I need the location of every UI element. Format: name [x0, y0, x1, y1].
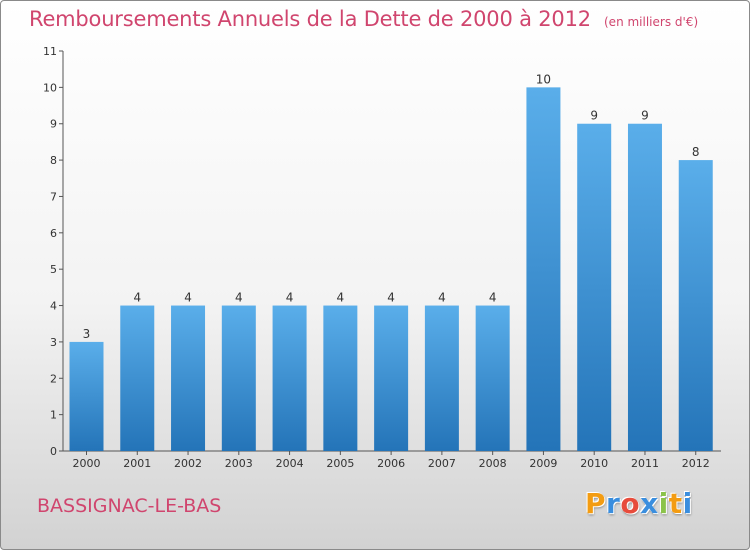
data-label: 8 [692, 145, 700, 159]
data-label: 4 [337, 291, 345, 305]
data-label: 4 [133, 291, 141, 305]
commune-name: BASSIGNAC-LE-BAS [37, 495, 222, 517]
x-tick-label: 2002 [174, 457, 202, 470]
bar [627, 123, 662, 452]
x-tick-label: 2011 [631, 457, 659, 470]
brand-letter: i [658, 487, 669, 520]
data-label: 4 [235, 291, 243, 305]
brand-logo: Proxiti [585, 487, 693, 520]
chart-title: Remboursements Annuels de la Dette de 20… [29, 7, 591, 31]
bar [272, 305, 307, 451]
brand-letter: x [640, 487, 659, 520]
x-tick-label: 2001 [123, 457, 151, 470]
y-tick-label: 2 [50, 372, 57, 385]
x-tick-label: 2003 [225, 457, 253, 470]
brand-letter: t [668, 487, 683, 520]
y-tick-label: 9 [50, 118, 57, 131]
bar [424, 305, 459, 451]
title-row: Remboursements Annuels de la Dette de 20… [29, 7, 698, 31]
y-tick-label: 7 [50, 190, 57, 203]
bar [221, 305, 256, 451]
data-label: 4 [489, 291, 497, 305]
bar [374, 305, 409, 451]
y-tick-label: 8 [50, 154, 57, 167]
data-label: 9 [641, 109, 649, 123]
x-tick-label: 2012 [682, 457, 710, 470]
x-tick-label: 2010 [580, 457, 608, 470]
x-tick-label: 2000 [73, 457, 101, 470]
bar [678, 160, 713, 451]
chart-unit: (en milliers d'€) [604, 15, 699, 29]
y-tick-label: 0 [50, 445, 57, 458]
data-label: 9 [590, 109, 598, 123]
y-tick-label: 11 [43, 45, 57, 58]
brand-letter: i [682, 487, 693, 520]
x-tick-label: 2004 [276, 457, 304, 470]
y-tick-label: 3 [50, 336, 57, 349]
data-label: 4 [438, 291, 446, 305]
data-label: 3 [83, 327, 91, 341]
bar [526, 87, 561, 451]
x-tick-label: 2009 [529, 457, 557, 470]
bar [171, 305, 206, 451]
y-tick-label: 10 [43, 81, 57, 94]
brand-letter: P [585, 487, 607, 520]
data-label: 4 [184, 291, 192, 305]
data-label: 4 [387, 291, 395, 305]
y-tick-label: 4 [50, 300, 57, 313]
brand-letter: r [606, 487, 621, 520]
y-tick-label: 6 [50, 227, 57, 240]
bar [120, 305, 155, 451]
x-tick-label: 2008 [479, 457, 507, 470]
bar [475, 305, 510, 451]
bars [69, 87, 713, 452]
data-label: 10 [536, 72, 551, 86]
y-tick-label: 1 [50, 409, 57, 422]
x-tick-label: 2005 [326, 457, 354, 470]
x-tick-label: 2006 [377, 457, 405, 470]
brand-letter: o [620, 487, 641, 520]
data-label: 4 [286, 291, 294, 305]
x-tick-label: 2007 [428, 457, 456, 470]
y-tick-label: 5 [50, 263, 57, 276]
bar [323, 305, 358, 451]
labels: 2000 3 2001 4 2002 4 2003 4 2004 4 2005 4 2006 4 2007 4… [73, 72, 710, 470]
bar [577, 123, 612, 452]
bar [69, 341, 104, 451]
